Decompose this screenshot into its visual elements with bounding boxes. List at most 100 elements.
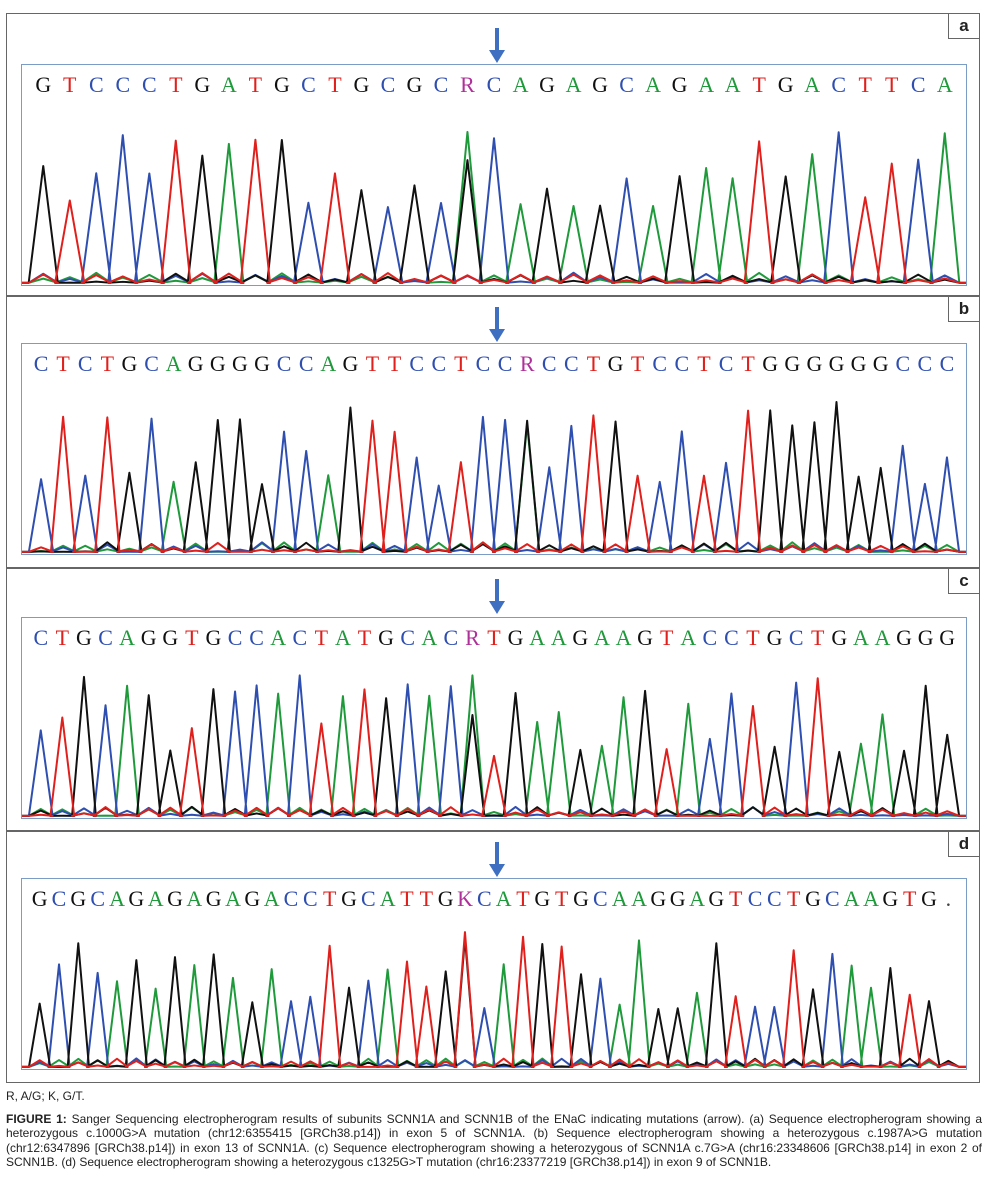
base-letter: T — [746, 625, 760, 650]
base-letter: C — [674, 351, 689, 376]
base-letter: C — [381, 72, 396, 97]
base-letter: T — [56, 351, 70, 376]
base-letter: G — [162, 625, 178, 650]
base-letter: C — [33, 625, 48, 650]
base-letter: T — [859, 72, 873, 97]
base-letter: C — [831, 72, 846, 97]
base-letter: C — [303, 886, 318, 911]
mutation-arrow-icon — [489, 842, 505, 877]
base-letter: C — [444, 625, 459, 650]
base-letter: A — [680, 625, 696, 650]
base-letter: G — [534, 886, 550, 911]
base-letter: T — [787, 886, 801, 911]
base-letter: G — [672, 72, 688, 97]
base-letter: A — [594, 625, 610, 650]
base-letter: G — [573, 886, 589, 911]
base-letter: G — [342, 351, 358, 376]
base-letter: R — [465, 625, 480, 650]
base-letter: T — [56, 625, 70, 650]
base-letter: T — [315, 625, 329, 650]
trace-channel-T — [22, 677, 966, 817]
base-letter: C — [228, 625, 243, 650]
base-letter: G — [206, 625, 222, 650]
base-letter: C — [918, 351, 933, 376]
base-letter: C — [593, 886, 608, 911]
base-letter: G — [805, 886, 821, 911]
base-letter: C — [498, 351, 513, 376]
mutation-arrow-icon — [489, 579, 505, 614]
base-letter: T — [169, 72, 183, 97]
trace-c — [22, 674, 966, 817]
base-letter: G — [608, 351, 624, 376]
base-letter: A — [937, 72, 953, 97]
base-letter: C — [825, 886, 840, 911]
panel-letter-a: a — [948, 14, 979, 39]
base-letter: G — [778, 72, 794, 97]
base-letter: C — [476, 351, 491, 376]
base-letter: G — [76, 625, 92, 650]
base-letter: G — [206, 886, 222, 911]
base-letter: T — [101, 351, 115, 376]
base-letter: G — [851, 351, 867, 376]
base-letter: A — [270, 625, 286, 650]
base-letter: T — [388, 351, 402, 376]
trace-b — [22, 401, 966, 553]
base-letter: A — [804, 72, 820, 97]
base-letter: C — [789, 625, 804, 650]
base-letter: T — [366, 351, 380, 376]
base-letter: A — [148, 886, 164, 911]
figure-label: FIGURE 1: — [6, 1111, 67, 1126]
base-letter: G — [407, 72, 423, 97]
base-letter: G — [244, 886, 260, 911]
base-letter: G — [188, 351, 204, 376]
base-letter: C — [434, 72, 449, 97]
base-letter: T — [516, 886, 530, 911]
base-letter: G — [873, 351, 889, 376]
base-letter: T — [400, 886, 414, 911]
base-letter: A — [186, 886, 202, 911]
base-letter: A — [335, 625, 351, 650]
base-letter: A — [225, 886, 241, 911]
base-letter: C — [301, 72, 316, 97]
base-letter: C — [144, 351, 159, 376]
base-letter: G — [128, 886, 144, 911]
base-letter: T — [328, 72, 342, 97]
base-letter: T — [63, 72, 77, 97]
base-letter: A — [616, 625, 632, 650]
base-letter: G — [767, 625, 783, 650]
base-letter: C — [115, 72, 130, 97]
base-letter: A — [513, 72, 529, 97]
base-letter: C — [895, 351, 910, 376]
base-letter: T — [555, 886, 569, 911]
base-letter: G — [829, 351, 845, 376]
base-letter: . — [946, 886, 951, 911]
base-letter: C — [911, 72, 926, 97]
base-letter: G — [572, 625, 588, 650]
base-letter: C — [767, 886, 782, 911]
base-letter: T — [729, 886, 743, 911]
base-letter: G — [831, 625, 847, 650]
base-letter: C — [284, 886, 299, 911]
base-letter: G — [438, 886, 454, 911]
mutation-arrow-icon — [489, 28, 505, 63]
base-letter: G — [762, 351, 778, 376]
base-letter: G — [141, 625, 157, 650]
base-letter: T — [487, 625, 501, 650]
base-letter: G — [508, 625, 524, 650]
base-letter: T — [420, 886, 434, 911]
base-letter: T — [741, 351, 755, 376]
base-letter: C — [431, 351, 446, 376]
base-letter: C — [249, 625, 264, 650]
base-letter: C — [724, 625, 739, 650]
base-letter: G — [637, 625, 653, 650]
base-letter: G — [354, 72, 370, 97]
base-letter: C — [90, 886, 105, 911]
base-letter: A — [320, 351, 336, 376]
caption-body: Sanger Sequencing electropherogram resul… — [6, 1111, 982, 1170]
base-letter: T — [811, 625, 825, 650]
